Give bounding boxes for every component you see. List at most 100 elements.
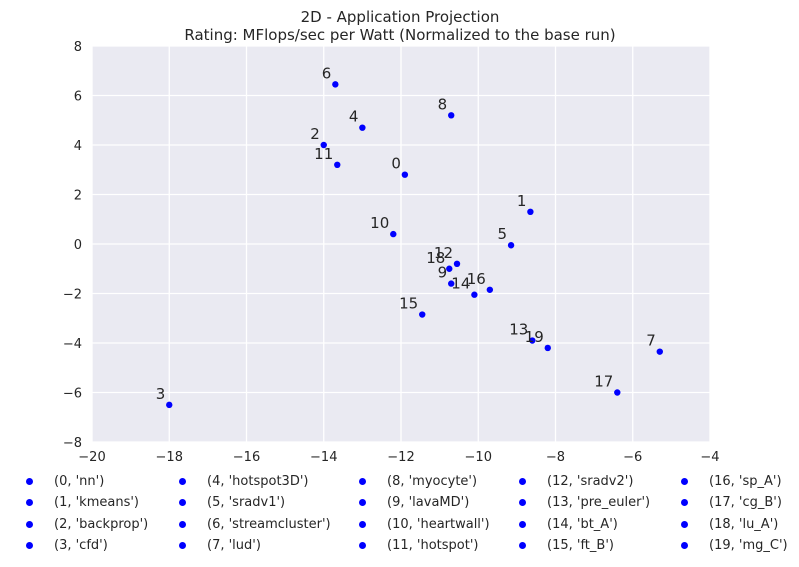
data-point <box>401 171 409 178</box>
chart-subtitle: Rating: MFlops/sec per Watt (Normalized … <box>184 26 615 44</box>
legend-label: (4, 'hotspot3D') <box>207 473 309 489</box>
y-tick-label: −2 <box>63 288 82 303</box>
x-tick-label: −12 <box>387 450 414 465</box>
legend-label: (16, 'sp_A') <box>709 473 782 489</box>
point-label: 16 <box>467 270 486 288</box>
legend-marker <box>681 520 688 528</box>
legend-label: (0, 'nn') <box>54 473 105 489</box>
x-tick-label: −4 <box>700 450 719 465</box>
legend-label: (19, 'mg_C') <box>709 538 788 553</box>
data-point <box>656 348 663 355</box>
data-point <box>486 286 494 293</box>
point-label: 15 <box>399 295 418 313</box>
data-point <box>507 242 515 249</box>
x-tick-label: −20 <box>78 450 105 465</box>
legend-item: (10, 'heartwall') <box>333 514 490 534</box>
legend-item: (16, 'sp_A') <box>655 471 782 491</box>
legend-item: (17, 'cg_B') <box>655 493 782 513</box>
y-tick-label: 6 <box>74 90 82 105</box>
legend-marker <box>26 477 33 485</box>
point-label: 0 <box>391 155 401 173</box>
y-tick-label: 4 <box>74 139 82 154</box>
data-point <box>166 401 173 409</box>
legend-marker <box>681 542 688 549</box>
point-label: 1 <box>517 192 527 210</box>
legend-label: (6, 'streamcluster') <box>207 516 331 532</box>
legend-item: (13, 'pre_euler') <box>493 493 650 513</box>
y-tick-label: 8 <box>74 40 82 55</box>
point-label: 8 <box>438 95 448 113</box>
y-tick-label: 2 <box>74 189 82 204</box>
scatter-chart: 2D - Application Projection Rating: MFlo… <box>63 8 720 465</box>
legend-label: (3, 'cfd') <box>54 538 108 553</box>
legend-marker <box>359 520 366 528</box>
legend-marker <box>26 499 33 506</box>
point-label: 11 <box>314 145 333 163</box>
legend-item: (9, 'lavaMD') <box>333 493 469 513</box>
legend-item: (15, 'ft_B') <box>493 536 614 556</box>
legend-item: (12, 'sradv2') <box>493 471 633 491</box>
legend-item: (19, 'mg_C') <box>655 536 788 556</box>
legend-label: (2, 'backprop') <box>54 516 149 532</box>
legend-label: (8, 'myocyte') <box>387 473 478 489</box>
point-label: 10 <box>370 214 389 232</box>
legend-marker <box>179 499 186 506</box>
legend-marker <box>179 520 186 528</box>
point-label: 9 <box>438 264 448 282</box>
data-point <box>359 124 366 131</box>
legend-item: (8, 'myocyte') <box>333 471 477 491</box>
legend-marker <box>359 477 366 485</box>
legend-marker <box>519 520 526 528</box>
data-point <box>448 280 455 287</box>
legend-item: (0, 'nn') <box>0 471 104 491</box>
x-tick-label: −8 <box>546 450 565 465</box>
legend-item: (11, 'hotspot') <box>333 536 478 556</box>
data-point <box>471 291 478 298</box>
y-tick-label: 0 <box>74 238 82 253</box>
legend-marker <box>681 499 688 506</box>
legend-marker <box>179 542 186 549</box>
legend-item: (3, 'cfd') <box>0 536 108 556</box>
data-point <box>419 311 426 318</box>
data-point <box>332 81 339 88</box>
point-label: 17 <box>594 373 613 391</box>
legend-label: (17, 'cg_B') <box>709 495 782 510</box>
legend-item: (5, 'sradv1') <box>153 493 285 513</box>
legend-label: (9, 'lavaMD') <box>387 495 470 510</box>
data-point <box>446 265 453 272</box>
data-point <box>614 389 621 396</box>
axis-ticks: −20 −18 −16 −14 −12 −10 −8 −6 −4 8 6 4 2 0 −2 −4 −6 −8 <box>63 40 720 465</box>
legend-marker <box>26 542 33 549</box>
legend-label: (10, 'heartwall') <box>387 516 490 532</box>
x-tick-label: −6 <box>623 450 642 465</box>
legend-marker <box>681 477 688 485</box>
point-label: 13 <box>509 321 528 339</box>
data-point <box>529 337 536 344</box>
data-point <box>448 112 455 119</box>
legend-label: (15, 'ft_B') <box>547 538 614 553</box>
legend-label: (1, 'kmeans') <box>54 495 139 510</box>
chart-title: 2D - Application Projection <box>301 8 500 26</box>
point-label: 18 <box>426 249 445 267</box>
y-tick-label: −6 <box>63 387 82 402</box>
data-point <box>390 230 397 238</box>
legend-label: (12, 'sradv2') <box>547 473 634 489</box>
legend-label: (14, 'bt_A') <box>547 516 618 532</box>
point-label: 4 <box>349 108 359 126</box>
point-label: 5 <box>498 225 508 243</box>
point-label: 12 <box>434 244 453 262</box>
legend-marker <box>26 520 33 528</box>
legend-marker <box>359 542 366 549</box>
legend-item: (2, 'backprop') <box>0 514 148 534</box>
legend-label: (13, 'pre_euler') <box>547 495 651 510</box>
x-tick-label: −10 <box>465 450 492 465</box>
y-tick-label: −4 <box>63 337 82 352</box>
legend-item: (4, 'hotspot3D') <box>153 471 308 491</box>
data-point <box>544 344 551 352</box>
legend-label: (11, 'hotspot') <box>387 538 479 553</box>
x-tick-label: −16 <box>233 450 260 465</box>
legend-marker <box>179 477 186 485</box>
data-point <box>334 161 341 168</box>
legend-marker <box>519 542 526 549</box>
